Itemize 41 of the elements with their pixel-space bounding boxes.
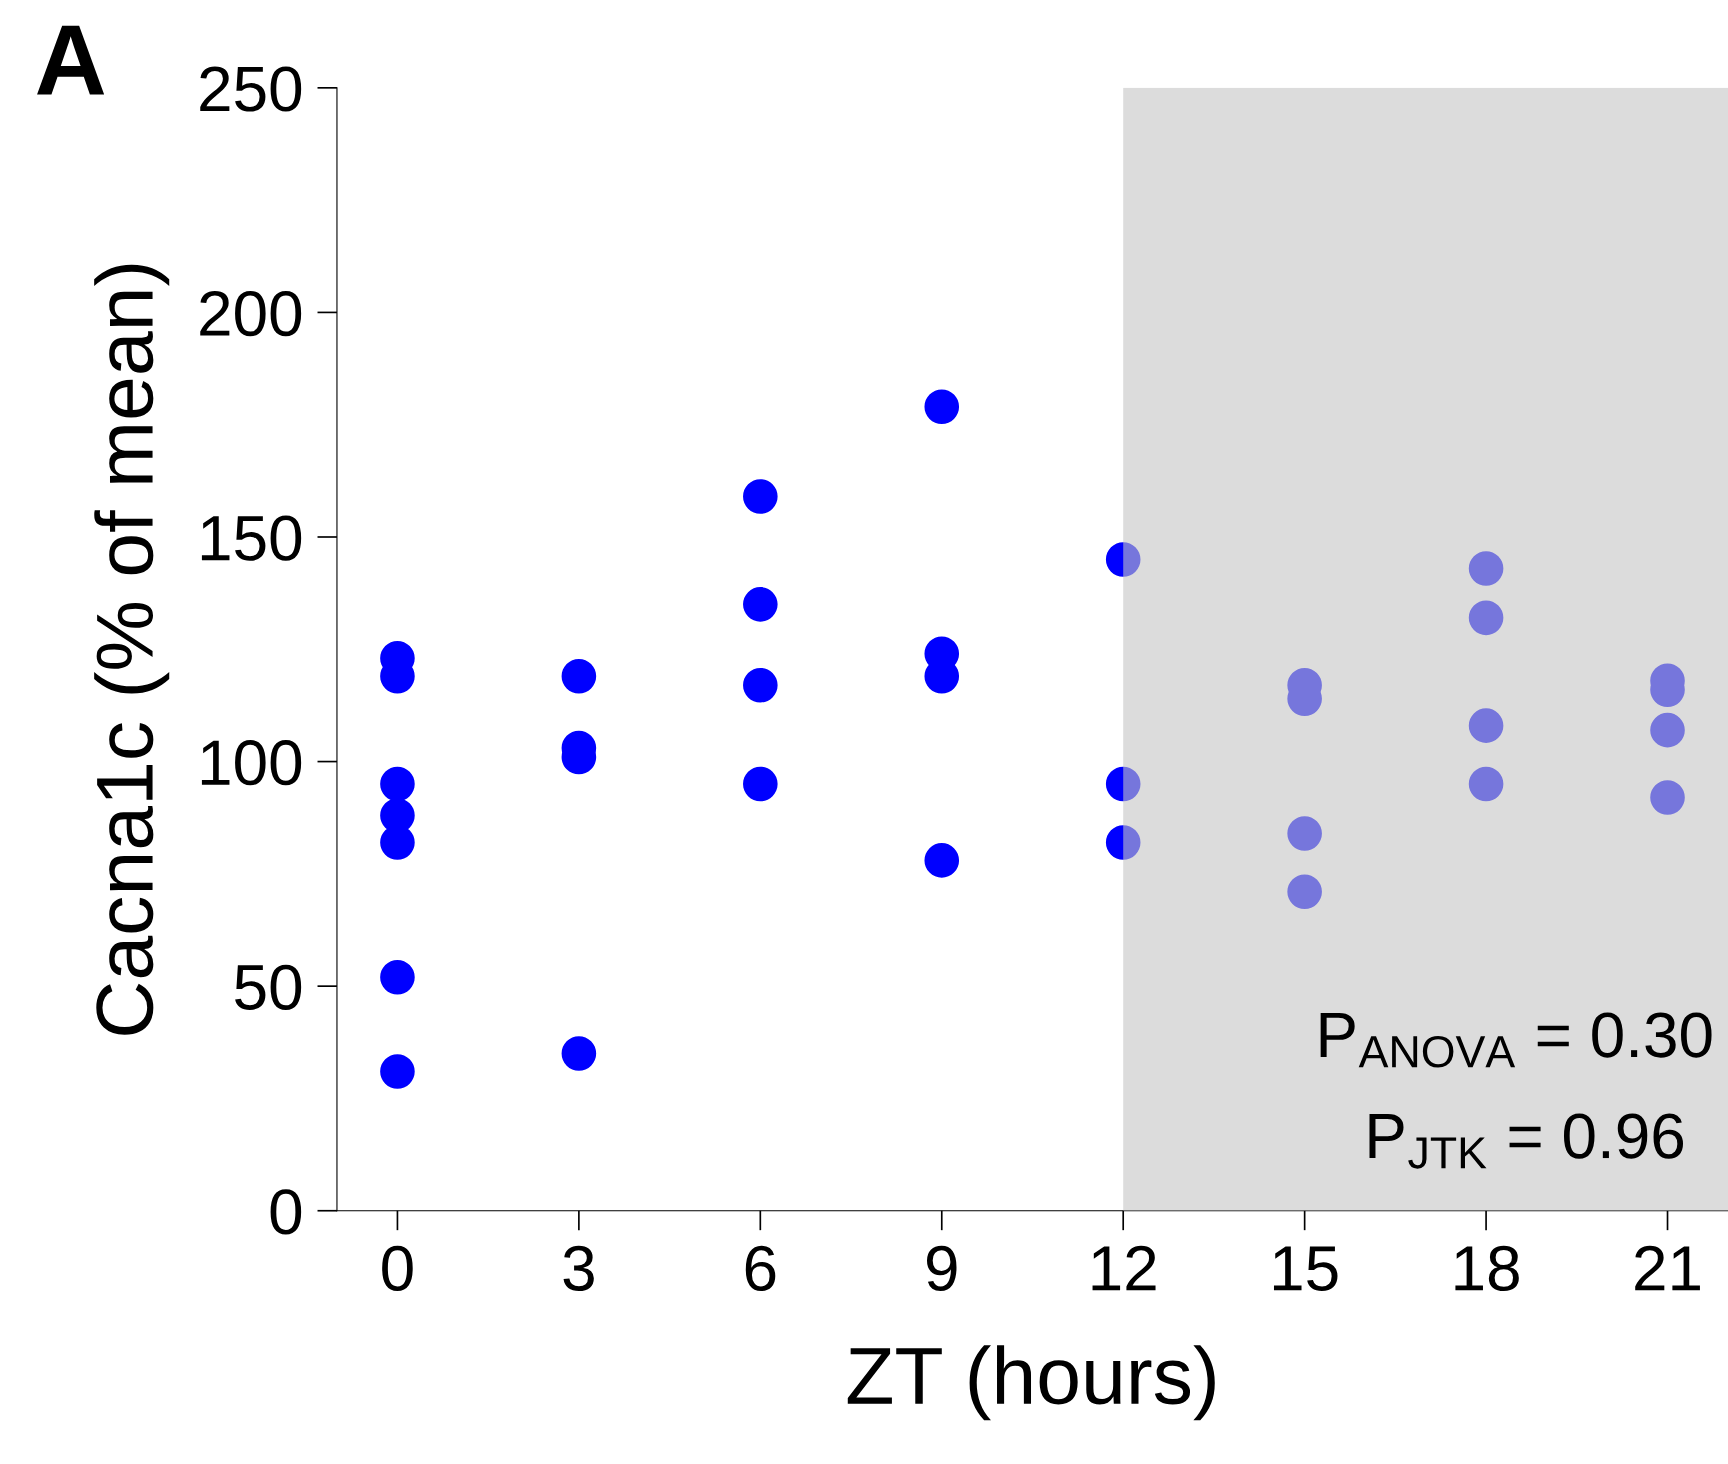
- x-tick-label: 18: [1455, 1245, 1519, 1291]
- y-axis-title: Cacna1c (% of mean): [94, 264, 170, 1035]
- point: [743, 766, 778, 802]
- point: [743, 587, 778, 622]
- y-tick-label: 200: [200, 290, 302, 337]
- point: [1650, 780, 1685, 815]
- y-tick-label: 100: [201, 740, 302, 786]
- y-tick-label: 50: [235, 964, 302, 1010]
- x-tick-label: 9: [926, 1245, 957, 1291]
- point: [743, 479, 778, 514]
- point: [924, 843, 960, 878]
- point: [1105, 542, 1141, 577]
- x-tick-label: 12: [1092, 1245, 1156, 1291]
- point: [1105, 766, 1141, 802]
- point: [1468, 551, 1504, 586]
- point: [924, 389, 960, 425]
- x-axis-title: ZT (hours): [847, 1345, 1215, 1421]
- y-tick-label: 150: [201, 515, 302, 561]
- point: [1468, 708, 1504, 743]
- y-tick-label: 250: [200, 66, 302, 112]
- point: [380, 766, 415, 802]
- chart-title: A: [37, 25, 105, 95]
- point: [1287, 874, 1322, 910]
- x-tick-label: 15: [1273, 1246, 1338, 1291]
- x-tick-label: 0: [382, 1245, 413, 1291]
- point: [743, 667, 778, 703]
- y-tick-label: 0: [270, 1189, 302, 1235]
- point: [1287, 816, 1322, 851]
- x-tick-label: 6: [745, 1245, 776, 1291]
- annotation: P$_{JTK}$ = 0.96: [1369, 1113, 1684, 1169]
- point: [380, 959, 415, 995]
- x-tick-label: 21: [1635, 1245, 1700, 1291]
- annotation: P$_{ANOVA}$ = 0.30: [1320, 1012, 1712, 1068]
- x-tick-label: 3: [563, 1245, 594, 1291]
- point: [1468, 766, 1504, 802]
- point: [1650, 712, 1685, 748]
- point: [561, 1036, 597, 1071]
- point: [380, 1054, 415, 1089]
- point: [1468, 600, 1504, 636]
- point: [1105, 825, 1141, 860]
- point: [561, 658, 597, 694]
